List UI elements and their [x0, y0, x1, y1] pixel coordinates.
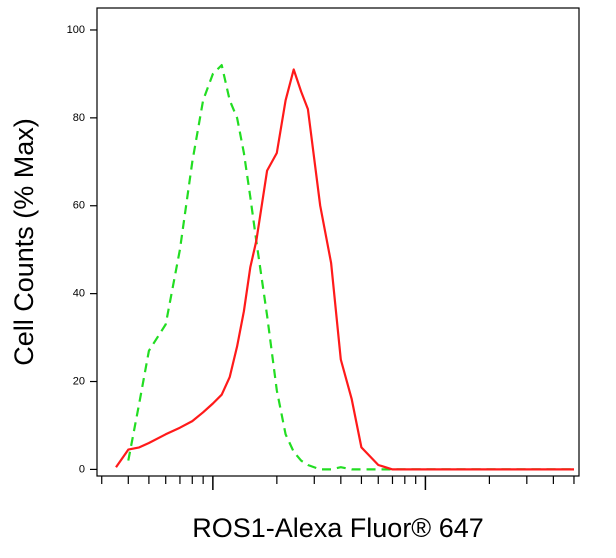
y-tick-label: 60 [73, 200, 85, 212]
y-axis-title: Cell Counts (% Max) [9, 118, 39, 366]
y-tick-label: 100 [67, 24, 85, 36]
histogram-line [127, 63, 574, 471]
histogram-line [115, 68, 574, 471]
x-axis-title: ROS1-Alexa Fluor® 647 [192, 513, 484, 543]
y-tick-label: 80 [73, 112, 85, 124]
plot-frame [96, 7, 580, 477]
y-tick-label: 20 [73, 375, 85, 387]
y-tick-label: 0 [79, 463, 85, 475]
y-tick-label: 40 [73, 288, 85, 300]
